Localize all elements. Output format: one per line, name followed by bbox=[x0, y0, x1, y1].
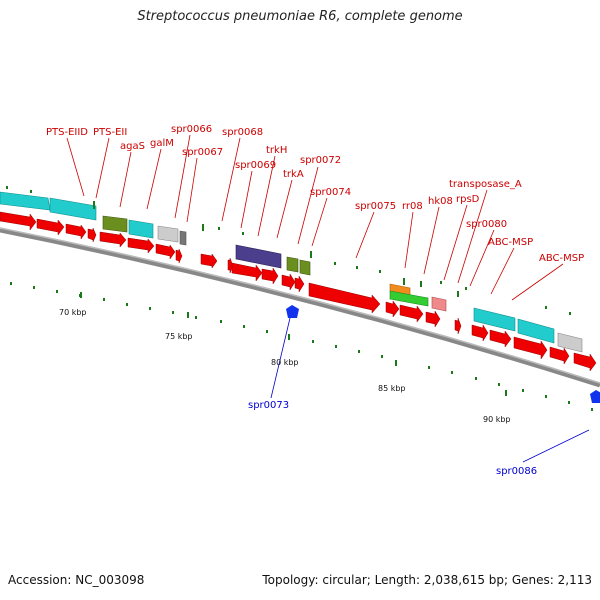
trkh-feature bbox=[235, 244, 282, 269]
cds-arrow bbox=[200, 253, 218, 269]
gene-label: spr0067 bbox=[182, 147, 223, 158]
spr0086-marker bbox=[590, 390, 600, 403]
cds-arrow bbox=[99, 231, 127, 248]
abc-msp-feature-2 bbox=[517, 318, 555, 344]
trka-feature bbox=[286, 256, 299, 273]
gene-label: spr0074 bbox=[310, 187, 351, 198]
scale-labels: 70 kbp 75 kbp 80 kbp 85 kbp 90 kbp bbox=[59, 308, 511, 424]
gene-label: spr0072 bbox=[300, 155, 341, 166]
scale-label: 90 kbp bbox=[483, 415, 511, 424]
genome-backbone bbox=[0, 227, 600, 388]
gene-label: ABC-MSP bbox=[488, 237, 533, 248]
gene-label: rpsD bbox=[456, 194, 480, 205]
galm-feature bbox=[128, 219, 154, 239]
accession-text: Accession: NC_003098 bbox=[8, 573, 145, 587]
rpsd-feature bbox=[431, 296, 447, 312]
gene-label: agaS bbox=[120, 141, 145, 152]
pts-eii-feature bbox=[49, 197, 97, 221]
cds-arrow bbox=[549, 346, 570, 365]
cds-arrow bbox=[231, 262, 263, 282]
gene-labels: PTS-EIID PTS-EII agaS galM spr0066 spr00… bbox=[46, 124, 584, 264]
leader-lines-blue bbox=[270, 317, 590, 463]
scale-label: 75 kbp bbox=[165, 332, 193, 341]
gene-label: spr0086 bbox=[496, 466, 537, 477]
cds-arrow bbox=[489, 329, 512, 348]
spr0067-feature bbox=[179, 230, 187, 246]
gene-label: PTS-EIID bbox=[46, 127, 88, 138]
cds-arrow bbox=[87, 227, 97, 243]
gene-label: rr08 bbox=[402, 201, 423, 212]
spr0072-feature bbox=[299, 259, 311, 276]
feature-track-upper bbox=[0, 191, 583, 353]
genome-summary-text: Topology: circular; Length: 2,038,615 bp… bbox=[262, 573, 592, 587]
agas-feature bbox=[102, 215, 128, 233]
gene-label: trkH bbox=[266, 145, 287, 156]
pts-eiid-feature bbox=[0, 191, 51, 211]
cds-arrow bbox=[175, 248, 183, 264]
cds-arrow bbox=[281, 273, 296, 291]
genome-backbone-highlight bbox=[0, 227, 600, 384]
cds-track bbox=[0, 211, 597, 372]
cds-arrow bbox=[36, 218, 65, 236]
gene-label: spr0080 bbox=[466, 219, 507, 230]
gene-label: transposase_A bbox=[449, 179, 522, 190]
cds-arrow bbox=[399, 304, 424, 323]
hk08-feature bbox=[389, 290, 429, 307]
cds-arrow bbox=[0, 211, 37, 231]
gene-label: PTS-EII bbox=[93, 127, 127, 138]
cds-arrow bbox=[65, 223, 87, 240]
map-title: Streptococcus pneumoniae R6, complete ge… bbox=[137, 9, 463, 24]
cds-arrow bbox=[425, 310, 441, 328]
feature-markers bbox=[93, 201, 459, 297]
abc-msp-feature-1 bbox=[473, 307, 516, 332]
cds-arrow bbox=[155, 243, 176, 260]
abc-msp-feature-3 bbox=[557, 332, 583, 353]
cds-arrow bbox=[227, 257, 234, 274]
gene-label: spr0073 bbox=[248, 400, 289, 411]
marker-dots-lower bbox=[10, 282, 593, 411]
cds-arrow bbox=[261, 267, 279, 285]
spr0066-feature bbox=[157, 225, 179, 243]
scale-label: 85 kbp bbox=[378, 384, 406, 393]
gene-labels-blue: spr0073 spr0086 bbox=[248, 400, 537, 477]
scale-tick-marks bbox=[80, 292, 507, 396]
gene-label: hk08 bbox=[428, 196, 453, 207]
cds-arrow bbox=[513, 336, 548, 360]
spr0073-marker bbox=[286, 305, 299, 318]
cds-arrow bbox=[294, 275, 305, 293]
gene-label: trkA bbox=[283, 169, 304, 180]
gene-label: ABC-MSP bbox=[539, 253, 584, 264]
gene-label: galM bbox=[150, 138, 174, 149]
gene-label: spr0068 bbox=[222, 127, 263, 138]
gene-label: spr0069 bbox=[235, 160, 276, 171]
cds-arrow bbox=[308, 282, 381, 314]
gene-label: spr0066 bbox=[171, 124, 212, 135]
cds-arrow bbox=[127, 237, 155, 254]
cds-arrow bbox=[454, 317, 462, 335]
marker-dots-upper bbox=[6, 186, 571, 315]
cds-arrow bbox=[573, 352, 597, 372]
leader-lines bbox=[66, 134, 564, 301]
cds-arrow bbox=[471, 324, 489, 342]
scale-label: 70 kbp bbox=[59, 308, 87, 317]
scale-label: 80 kbp bbox=[271, 358, 299, 367]
gene-label: spr0075 bbox=[355, 201, 396, 212]
cds-arrow bbox=[385, 300, 400, 318]
